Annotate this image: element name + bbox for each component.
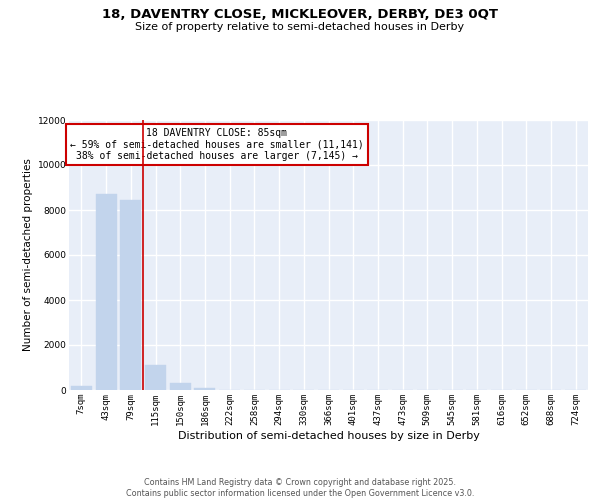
Bar xyxy=(120,200,141,390)
Text: Size of property relative to semi-detached houses in Derby: Size of property relative to semi-detach… xyxy=(136,22,464,32)
Text: Contains HM Land Registry data © Crown copyright and database right 2025.
Contai: Contains HM Land Registry data © Crown c… xyxy=(126,478,474,498)
Text: 18 DAVENTRY CLOSE: 85sqm
← 59% of semi-detached houses are smaller (11,141)
38% : 18 DAVENTRY CLOSE: 85sqm ← 59% of semi-d… xyxy=(70,128,364,162)
Bar xyxy=(95,194,116,390)
Bar xyxy=(194,388,215,390)
X-axis label: Distribution of semi-detached houses by size in Derby: Distribution of semi-detached houses by … xyxy=(178,430,479,440)
Y-axis label: Number of semi-detached properties: Number of semi-detached properties xyxy=(23,158,34,352)
Text: 18, DAVENTRY CLOSE, MICKLEOVER, DERBY, DE3 0QT: 18, DAVENTRY CLOSE, MICKLEOVER, DERBY, D… xyxy=(102,8,498,20)
Bar xyxy=(71,386,92,390)
Bar xyxy=(170,384,191,390)
Bar xyxy=(145,365,166,390)
